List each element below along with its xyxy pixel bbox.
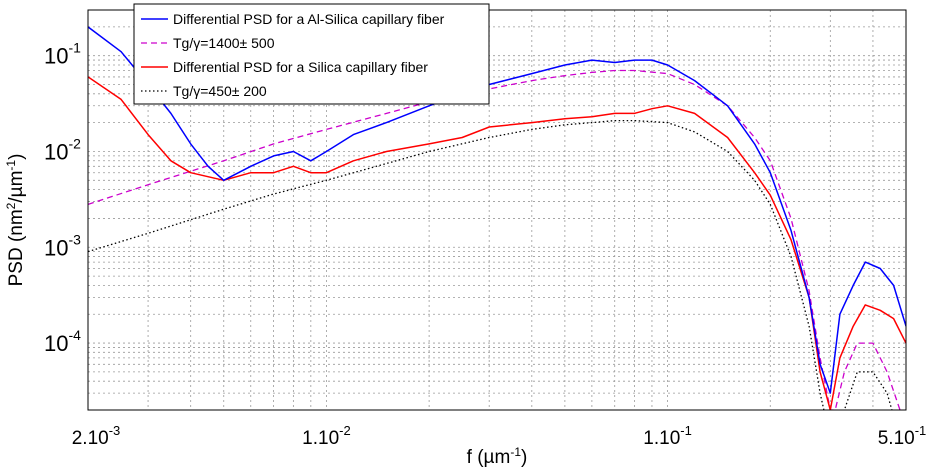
series-layer xyxy=(88,26,906,410)
series-line-2 xyxy=(88,69,901,410)
y-tick-base: 10 xyxy=(44,331,68,356)
legend-label-2: Tg/γ=1400± 500 xyxy=(173,35,275,51)
y-tick-exp: -3 xyxy=(68,231,81,247)
x-tick-exp: -1 xyxy=(680,423,692,438)
xlabel-sup: -1 xyxy=(510,445,521,459)
tick-labels: 2.10-3 1.10-2 1.10-1 5.10-110-110-210-310-4 xyxy=(44,40,926,449)
x-tick-exp: -2 xyxy=(339,423,351,438)
legend-label-4: Tg/γ=450± 200 xyxy=(173,83,267,99)
legend-box xyxy=(133,3,490,105)
series-line-4 xyxy=(88,119,893,410)
x-tick-exp: -3 xyxy=(109,423,121,438)
legend: Differential PSD for a Al-Silica capilla… xyxy=(133,3,490,105)
ylabel-mid: /µm xyxy=(6,171,27,203)
x-tick-base: 5.10 xyxy=(878,428,915,449)
ylabel-main: PSD (nm xyxy=(6,209,27,286)
x-tick-base: 1.10 xyxy=(643,428,680,449)
x-axis-label: f (µm-1) xyxy=(467,445,528,468)
series-line-3 xyxy=(88,76,906,410)
y-tick-label: 10-2 xyxy=(44,135,81,164)
y-tick-exp: -2 xyxy=(68,135,81,151)
x-tick-label: 2.10-3 xyxy=(72,423,121,449)
ylabel-end: ) xyxy=(6,154,27,160)
x-tick-label: 1.10-2 xyxy=(302,423,351,449)
legend-label-3: Differential PSD for a Silica capillary … xyxy=(173,59,428,75)
y-tick-label: 10-4 xyxy=(44,327,81,356)
y-tick-base: 10 xyxy=(44,139,68,164)
xlabel-main: f (µm xyxy=(467,447,511,468)
ylabel-sup2: -1 xyxy=(4,160,18,171)
xlabel-end: ) xyxy=(521,447,527,468)
y-tick-label: 10-3 xyxy=(44,231,81,260)
x-tick-base: 2.10 xyxy=(72,428,109,449)
y-tick-base: 10 xyxy=(44,235,68,260)
y-tick-base: 10 xyxy=(44,44,68,69)
x-tick-label: 1.10-1 xyxy=(643,423,692,449)
ylabel-sup1: 2 xyxy=(4,202,18,209)
series-line-1 xyxy=(88,26,906,394)
legend-label-1: Differential PSD for a Al-Silica capilla… xyxy=(173,11,445,27)
x-tick-exp: -1 xyxy=(915,423,927,438)
y-tick-exp: -4 xyxy=(68,327,81,343)
plot-frame xyxy=(87,9,907,411)
x-tick-label: 5.10-1 xyxy=(878,423,927,449)
x-tick-base: 1.10 xyxy=(302,428,339,449)
y-tick-exp: -1 xyxy=(68,40,81,56)
y-tick-label: 10-1 xyxy=(44,40,81,69)
y-axis-label: PSD (nm2/µm-1) xyxy=(4,154,27,287)
